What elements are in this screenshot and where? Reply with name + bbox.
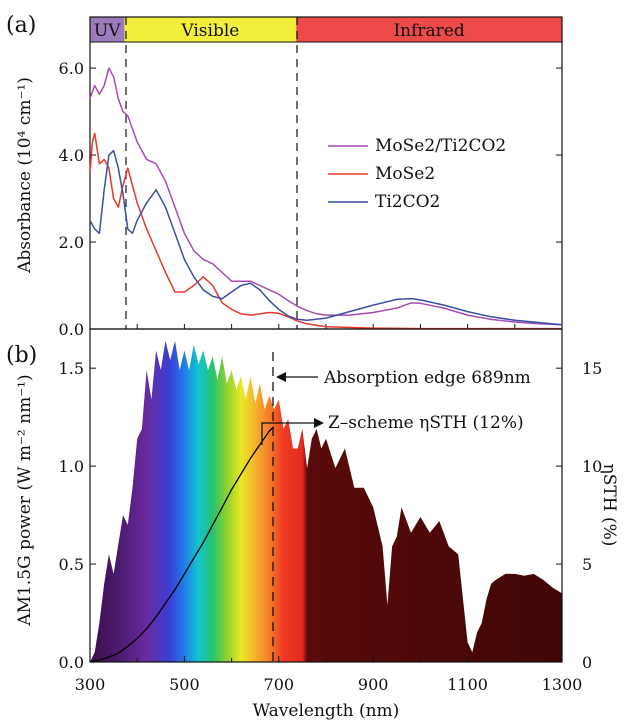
legend-label-mose2: MoSe2 — [375, 164, 435, 184]
region-band-2 — [296, 17, 562, 42]
legend-label-ti2co2: Ti2CO2 — [375, 192, 440, 212]
panel-b: (b) 0.0 0.5 1.0 1.5 0 5 10 15 300 500 700 900 1100… — [6, 328, 619, 721]
panel-b-x-ticks: 300 500 700 900 1100 1300 — [75, 656, 583, 694]
b-y2tick-label-2: 10 — [582, 457, 602, 476]
panel-a-ylabel: Absorbance (10⁴ cm⁻¹) — [15, 77, 35, 274]
eff-arrow-head — [314, 418, 324, 428]
b-y2tick-label-0: 0 — [582, 653, 592, 672]
b-ytick-label-3: 1.5 — [59, 359, 84, 378]
legend: MoSe2/Ti2CO2 MoSe2 Ti2CO2 — [328, 136, 506, 212]
am15g-spectrum-area — [90, 340, 562, 662]
a-ytick-label-3: 6.0 — [59, 59, 84, 78]
region-label-1: Visible — [180, 21, 239, 41]
eff-annotation-connector — [261, 422, 318, 445]
b-xtick-label-0: 300 — [75, 675, 106, 694]
region-label-0: UV — [94, 21, 121, 41]
panel-b-ylabel: AM1.5G power (W m⁻² nm⁻¹) — [15, 374, 35, 626]
panel-a-letter: (a) — [6, 13, 36, 38]
eff-annotation: Z–scheme ηSTH (12%) — [328, 413, 524, 433]
a-ytick-label-0: 0.0 — [59, 320, 84, 339]
series-line-1 — [89, 132, 562, 330]
b-xtick-label-3: 900 — [358, 675, 389, 694]
b-y2tick-label-3: 15 — [582, 359, 602, 378]
region-bands: UV Visible Infrared — [90, 17, 562, 43]
b-ytick-label-0: 0.0 — [59, 653, 84, 672]
legend-label-mose2-ti2co2: MoSe2/Ti2CO2 — [375, 136, 506, 156]
region-band-1 — [124, 17, 297, 42]
panel-b-y2-ticks: 0 5 10 15 — [556, 359, 602, 672]
region-label-2: Infrared — [393, 21, 464, 41]
panel-b-xlabel: Wavelength (nm) — [253, 701, 400, 721]
b-ytick-label-1: 0.5 — [59, 555, 84, 574]
panel-b-y2label: ηSTH (%) — [599, 464, 619, 547]
b-ytick-label-2: 1.0 — [59, 457, 84, 476]
panel-a-y-ticks: 0.0 2.0 4.0 6.0 — [59, 59, 562, 339]
region-band-0 — [90, 17, 125, 42]
panel-b-y-ticks: 0.0 0.5 1.0 1.5 — [59, 359, 96, 672]
b-xtick-label-1: 500 — [169, 675, 200, 694]
edge-arrow-head — [276, 372, 286, 382]
edge-annotation: Absorption edge 689nm — [323, 368, 531, 388]
absorbance-lines — [89, 67, 563, 330]
panel-b-letter: (b) — [6, 343, 37, 368]
series-line-2 — [89, 149, 563, 326]
a-ytick-label-1: 2.0 — [59, 233, 84, 252]
b-y2tick-label-1: 5 — [582, 555, 592, 574]
series-line-0 — [89, 67, 563, 326]
sth-efficiency-line — [89, 426, 275, 663]
b-xtick-label-2: 700 — [264, 675, 295, 694]
panel-a: (a) UV Visible Infrared 0.0 2.0 4.0 6.0 Absor… — [6, 13, 563, 339]
a-ytick-label-2: 4.0 — [59, 146, 84, 165]
b-xtick-label-5: 1300 — [542, 675, 583, 694]
b-xtick-label-4: 1100 — [447, 675, 488, 694]
